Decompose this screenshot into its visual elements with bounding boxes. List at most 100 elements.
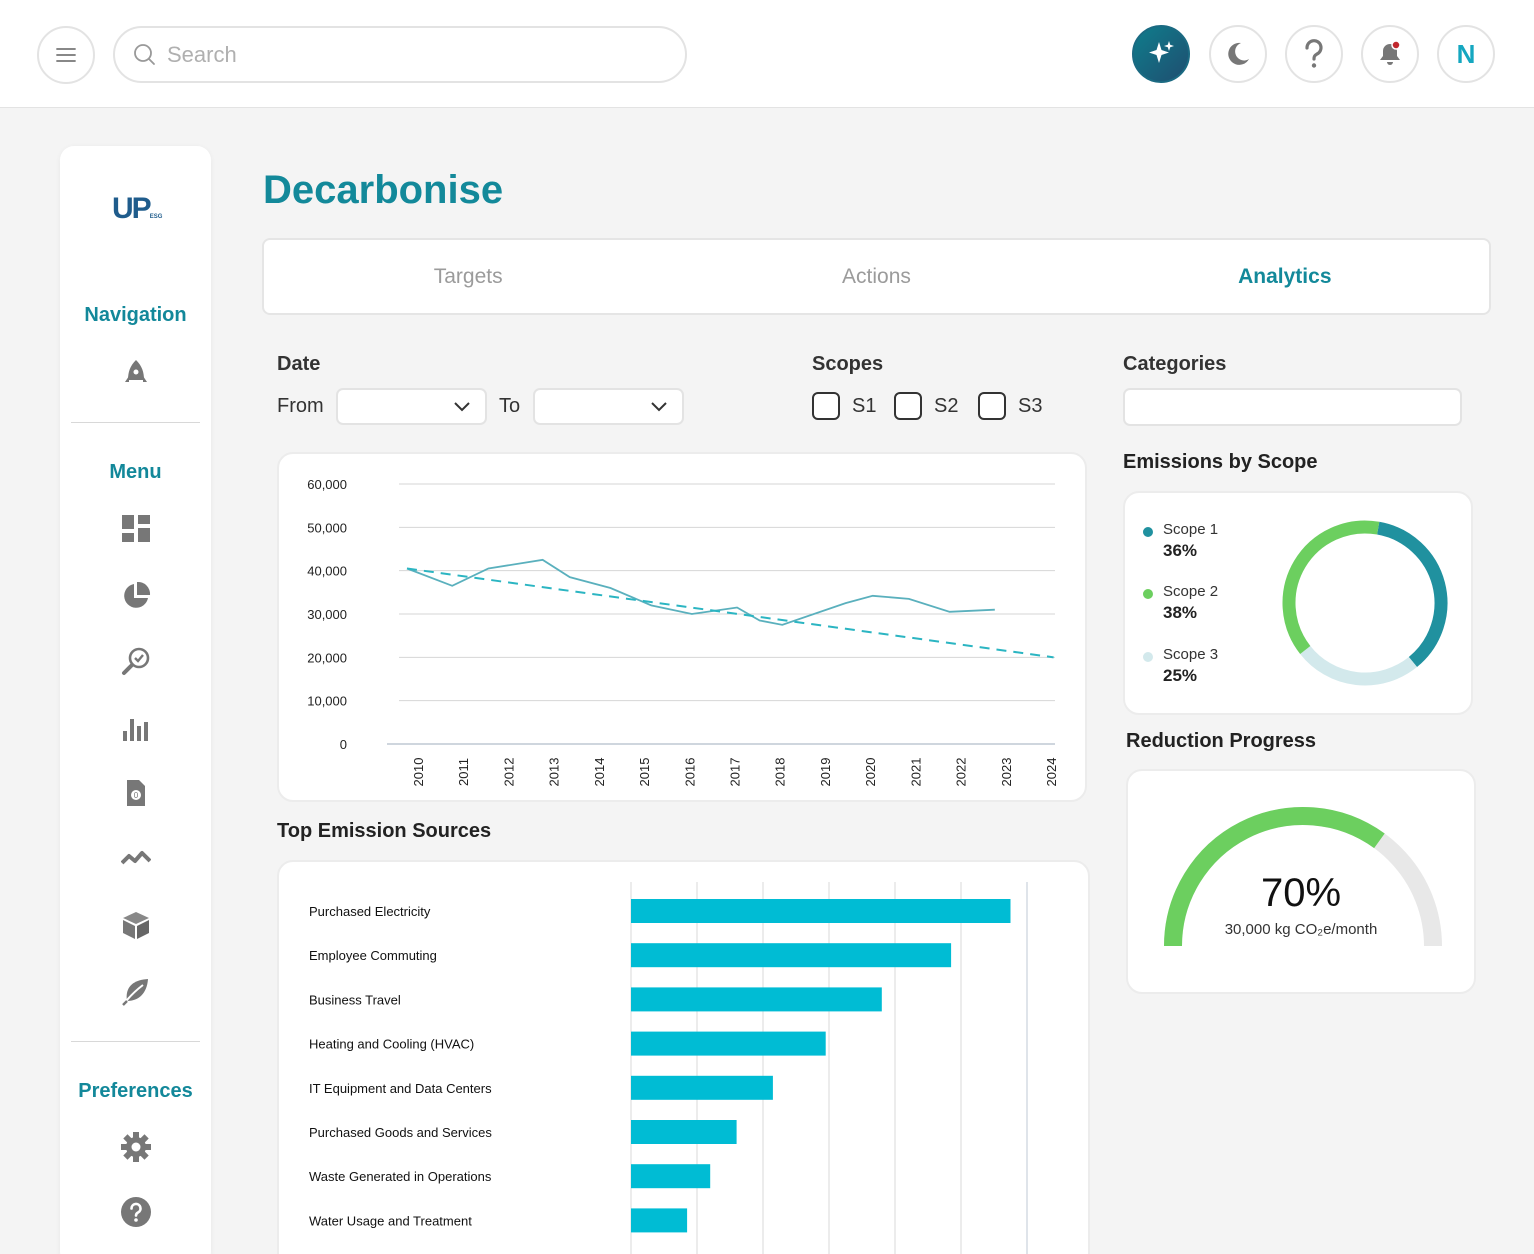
- tab-actions[interactable]: Actions: [842, 264, 911, 288]
- bar: [631, 1208, 688, 1233]
- tab-analytics[interactable]: Analytics: [1238, 264, 1332, 288]
- donut-slice: [1300, 645, 1418, 686]
- scope-s2-checkbox[interactable]: [894, 392, 922, 420]
- sidebar-item-statistics[interactable]: [120, 712, 152, 744]
- y-tick-label: 60,000: [307, 477, 347, 492]
- emissions-by-scope-title: Emissions by Scope: [1123, 451, 1318, 473]
- bar: [631, 987, 882, 1012]
- bar: [631, 1120, 737, 1144]
- bar-category-label: Water Usage and Treatment: [309, 1213, 472, 1228]
- dashboard-icon: [122, 515, 150, 542]
- y-tick-label: 10,000: [307, 694, 347, 709]
- svg-text:0: 0: [134, 791, 139, 800]
- search-bar[interactable]: [113, 26, 687, 83]
- sidebar-item-help[interactable]: [120, 1196, 152, 1228]
- series-line-trend: [406, 567, 1054, 659]
- legend-dot-scope-1: [1143, 527, 1153, 537]
- gear-icon: [121, 1132, 151, 1162]
- legend-value-scope-1: 36%: [1163, 541, 1198, 560]
- x-tick-label: 2011: [456, 758, 471, 786]
- sidebar-item-sustainability[interactable]: [120, 976, 152, 1008]
- bar-category-label: Waste Generated in Operations: [309, 1169, 492, 1184]
- legend-label-scope-2: Scope 2: [1163, 583, 1219, 600]
- rocket-icon: [125, 360, 147, 382]
- to-date-select[interactable]: [533, 388, 684, 425]
- categories-input[interactable]: [1123, 388, 1462, 426]
- sidebar-item-settings[interactable]: [120, 1131, 152, 1163]
- bar-category-label: IT Equipment and Data Centers: [309, 1081, 492, 1096]
- legend-value-scope-3: 25%: [1163, 666, 1198, 685]
- reduction-progress-card: 70% 30,000 kg CO₂e/month: [1126, 769, 1476, 994]
- x-tick-label: 2013: [547, 758, 562, 787]
- sidebar-item-analysis[interactable]: [120, 645, 152, 677]
- emissions-trend-chart: 60,000 50,000 40,000 30,000 20,000 10,000 0 201…: [307, 477, 1059, 787]
- sidebar-item-trends[interactable]: [120, 842, 152, 874]
- sidebar-item-reports[interactable]: [120, 580, 152, 612]
- sidebar-item-products[interactable]: [120, 909, 152, 941]
- x-tick-label: 2019: [818, 758, 833, 787]
- logo-text: UP: [112, 192, 152, 225]
- help-button[interactable]: [1285, 25, 1343, 83]
- notifications-button[interactable]: [1361, 25, 1419, 83]
- emissions-by-scope-card: Scope 1 36% Scope 2 38% Scope 3 25%: [1123, 491, 1473, 715]
- avatar-initial: N: [1456, 38, 1476, 69]
- user-avatar-button[interactable]: N: [1437, 25, 1495, 83]
- top-bar: N: [0, 0, 1534, 108]
- to-label: To: [499, 395, 521, 417]
- bar-category-label: Purchased Goods and Services: [309, 1125, 492, 1140]
- logo-subtext: ESG: [149, 214, 163, 220]
- date-label: Date: [277, 353, 321, 375]
- y-tick-label: 40,000: [307, 564, 347, 579]
- search-input[interactable]: [167, 41, 647, 68]
- preferences-heading: Preferences: [78, 1080, 193, 1102]
- from-label: From: [277, 395, 324, 417]
- x-tick-label: 2016: [682, 758, 697, 787]
- sidebar-divider: [71, 1041, 200, 1042]
- bar: [631, 943, 952, 968]
- top-emission-sources-title: Top Emission Sources: [277, 820, 492, 842]
- menu-toggle-button[interactable]: [37, 26, 95, 84]
- categories-label: Categories: [1123, 353, 1227, 375]
- gauge-fill: [1164, 807, 1385, 947]
- sidebar-item-documents[interactable]: 0: [120, 777, 152, 809]
- scope-s3-label: S3: [1018, 395, 1043, 417]
- bar-category-label: Purchased Electricity: [309, 904, 431, 919]
- scope-s1-label: S1: [852, 395, 877, 417]
- tab-bar: Targets Actions Analytics: [262, 238, 1491, 315]
- scope-s1-checkbox[interactable]: [812, 392, 840, 420]
- donut-slice: [1282, 520, 1380, 654]
- scopes-label: Scopes: [812, 353, 884, 375]
- emissions-trend-card: 60,000 50,000 40,000 30,000 20,000 10,000 0 201…: [277, 452, 1087, 802]
- x-tick-label: 2015: [637, 758, 652, 787]
- question-mark-icon: [1305, 39, 1323, 68]
- top-emission-sources-card: Purchased Electricity Employee Commuting B…: [277, 860, 1090, 1254]
- ai-assistant-button[interactable]: [1132, 25, 1190, 83]
- bar: [631, 1164, 711, 1189]
- bar-category-label: Employee Commuting: [309, 948, 437, 963]
- document-icon: 0: [127, 780, 145, 806]
- scope-s3-checkbox[interactable]: [978, 392, 1006, 420]
- x-tick-label: 2014: [592, 758, 607, 787]
- x-tick-label: 2022: [954, 758, 969, 787]
- tab-targets[interactable]: Targets: [433, 264, 503, 288]
- sparkles-icon: [1149, 41, 1174, 63]
- dark-mode-button[interactable]: [1209, 25, 1267, 83]
- x-tick-label: 2020: [863, 758, 878, 787]
- sidebar-item-dashboard[interactable]: [120, 513, 152, 545]
- sidebar-item-home[interactable]: [120, 356, 152, 388]
- bar: [631, 1031, 826, 1056]
- magnifier-check-icon: [122, 647, 150, 675]
- y-tick-label: 20,000: [307, 650, 347, 665]
- y-tick-label: 30,000: [307, 607, 347, 622]
- reduction-progress-title: Reduction Progress: [1126, 730, 1317, 752]
- from-date-select[interactable]: [336, 388, 487, 425]
- x-tick-label: 2017: [728, 758, 743, 787]
- leaf-icon: [122, 979, 148, 1006]
- legend-dot-scope-3: [1143, 652, 1153, 662]
- bar: [631, 1075, 773, 1100]
- x-tick-label: 2024: [1044, 758, 1059, 787]
- search-icon: [134, 43, 155, 65]
- box-icon: [123, 912, 149, 939]
- x-tick-label: 2018: [773, 758, 788, 787]
- bar-category-label: Heating and Cooling (HVAC): [309, 1037, 474, 1052]
